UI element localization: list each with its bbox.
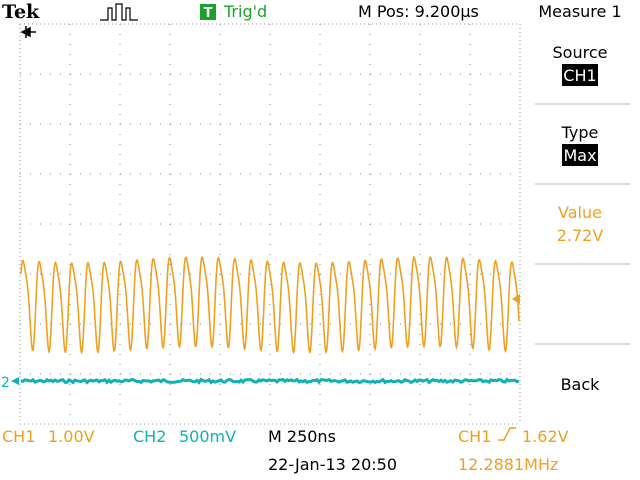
acquisition-icon — [100, 3, 138, 21]
trigger-level: 1.62V — [522, 427, 569, 446]
trigger-level-marker — [512, 294, 520, 304]
menu-dividers — [535, 103, 630, 345]
menu-label: Value — [558, 203, 602, 222]
trigger-source: CH1 — [458, 427, 491, 446]
menu-label: Source — [553, 43, 608, 62]
trigger-icon: T — [204, 6, 213, 21]
ch2-marker-arrow — [11, 377, 19, 385]
trigger-slope-icon — [498, 427, 516, 441]
menu-source[interactable]: Source CH1 — [553, 43, 608, 86]
ch1-scale: 1.00V — [48, 427, 95, 446]
trigger-icon-box — [200, 4, 216, 20]
date-time: 22-Jan-13 20:50 — [268, 455, 397, 474]
menu-value-box — [562, 144, 598, 166]
ch1-trace — [20, 255, 520, 355]
menu-type[interactable]: Type Max — [561, 123, 599, 166]
menu-label: Type — [561, 123, 599, 142]
menu-value: Max — [563, 146, 596, 165]
menu-back[interactable]: Back — [561, 375, 601, 394]
horizontal-position: M Pos: 9.200µs — [358, 2, 479, 21]
menu-value-readout: Value 2.72V — [557, 203, 604, 245]
menu-value-box — [562, 64, 598, 86]
menu-value: CH1 — [563, 66, 596, 85]
frequency: 12.2881MHz — [458, 455, 558, 474]
trigger-position-marker — [20, 26, 36, 38]
menu-title: Measure 1 — [538, 2, 621, 21]
ch2-marker: 2 — [1, 375, 10, 391]
graticule — [19, 23, 521, 425]
timebase: M 250ns — [268, 427, 336, 446]
trigger-status: Trig'd — [223, 2, 267, 21]
ch2-label: CH2 — [133, 427, 166, 446]
ch2-trace — [20, 377, 520, 385]
menu-value: 2.72V — [557, 226, 604, 245]
ch1-label: CH1 — [2, 427, 35, 446]
ch2-scale: 500mV — [179, 427, 236, 446]
brand: Tek — [2, 1, 40, 23]
